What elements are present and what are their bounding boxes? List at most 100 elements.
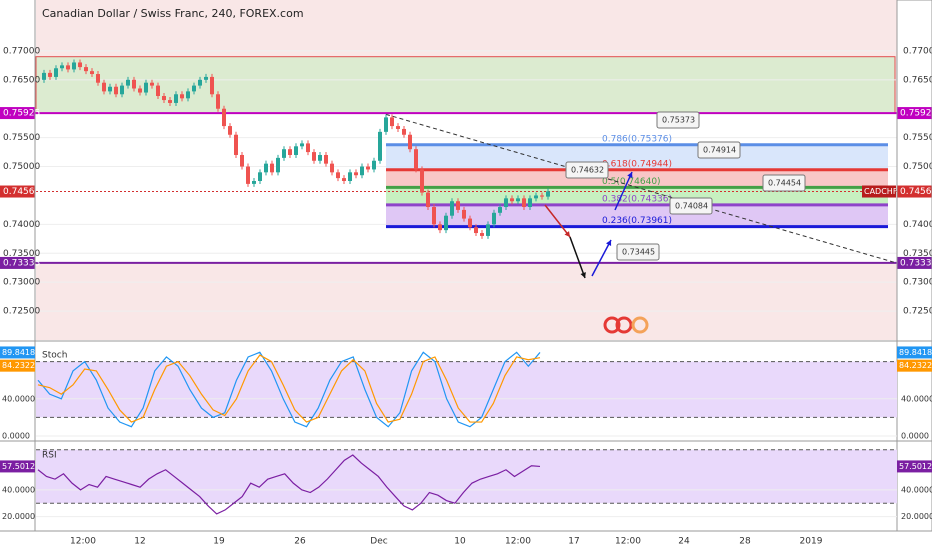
y-tick-label-left: 0.74000 [3,220,40,230]
level-tag [0,185,35,198]
x-tick-label: 2019 [800,537,823,547]
callout-label: 0.74454 [768,179,801,188]
candle [144,82,148,93]
candle [114,86,118,95]
y-tick-label-left: 0.76500 [3,75,40,85]
candle [396,126,400,129]
value-tag [0,346,35,359]
candle [474,227,478,234]
candle [150,82,154,86]
candle [240,154,244,167]
fib-fill [386,144,888,170]
x-tick-label: 28 [739,537,751,547]
level-label: 0.74568 [900,187,932,197]
callout-box [616,243,660,261]
y-tick-label-left: 0.72500 [3,307,40,317]
candle [486,224,490,236]
candle [546,191,550,197]
y-tick-label: 0.75500 [903,133,932,143]
arrow [614,171,633,211]
candle [294,146,298,155]
candle [252,181,256,184]
callout-box [565,161,609,179]
candle [540,195,544,197]
candle [426,192,430,208]
candle [108,86,112,92]
candle [306,143,310,153]
candle [468,218,472,228]
callout-label: 0.75373 [662,116,695,125]
arrow [591,239,612,277]
level-label: 0.74568 [3,187,40,197]
y-tick-label: 0.72500 [903,307,932,317]
candle [120,85,124,95]
trendline [385,113,898,264]
value-tag-label: 57.5012 [899,462,932,471]
value-tag-label: 84.2322 [2,361,35,370]
fib-label: 0.618(0.74944) [602,159,672,169]
value-tag-label: 89.8418 [899,348,932,357]
candle [498,207,502,213]
callout-box [762,174,806,192]
candle [162,96,166,101]
level-label: 0.73333 [3,258,40,268]
candle [174,94,178,103]
candle [366,166,370,170]
candle [384,117,388,132]
level-label: 0.73333 [900,258,932,268]
candle [246,166,250,184]
y-tick-label: 40.0000 [901,485,932,494]
candle [420,169,424,193]
x-tick-label: 24 [678,537,690,547]
y-tick-label-left: 0.77000 [3,46,40,56]
y-tick-label: 20.0000 [901,512,932,521]
callout-label: 0.74914 [703,146,736,155]
candle [516,198,520,202]
arrow [569,236,586,279]
fib-label: 0.5(0.74640) [602,177,661,187]
candle [288,149,292,155]
candle [72,62,76,70]
candle [402,128,406,135]
candle [198,79,202,86]
level-tag [897,185,932,198]
arrow-head [627,172,633,178]
candle [168,100,172,103]
candle [300,143,304,147]
candle [78,62,82,68]
candle [450,201,454,216]
y-tick-label-left: 40.0000 [2,485,35,494]
symbol-tag [862,185,896,198]
candle [84,67,88,72]
candle [456,201,460,210]
value-tag [897,346,932,359]
stoch-line [37,354,541,423]
lower-zone-bg [36,262,897,340]
symbol-label: CADCHF [864,187,898,196]
candle [522,198,526,208]
value-tag-label: 84.2322 [899,361,932,370]
candle [330,163,334,173]
candle [132,79,136,89]
candle [282,149,286,158]
rsi-label: RSI [42,451,57,461]
stoch-line [37,351,541,428]
logo-circle [631,316,649,334]
y-tick-label: 0.73500 [903,249,932,259]
value-tag [897,460,932,473]
candle [96,74,100,83]
x-tick-label: 12 [134,537,145,547]
candle [318,154,322,161]
x-tick-label: 12:00 [505,537,531,547]
y-tick-label: 40.0000 [901,394,932,403]
value-tag-label: 89.8418 [2,348,35,357]
candle [444,215,448,231]
x-tick-label: 26 [294,537,306,547]
candle [408,134,412,150]
candle [264,163,268,173]
y-tick-label-left: 0.73000 [3,278,40,288]
candle [90,71,94,75]
callout-box [669,197,713,215]
candle [276,157,280,173]
